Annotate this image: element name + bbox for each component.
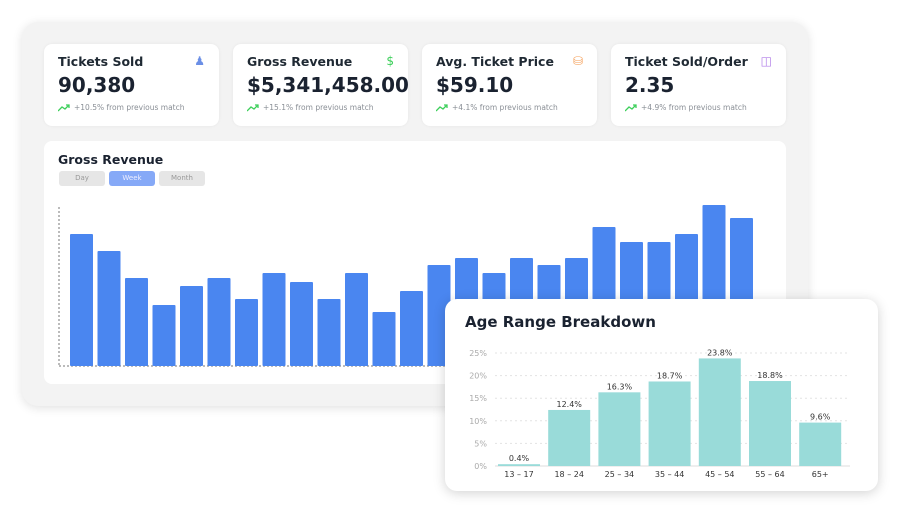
kpi-change: +4.9% from previous match	[641, 103, 747, 112]
x-tick-label: 25 – 34	[605, 470, 634, 479]
revenue-bar	[400, 291, 423, 366]
age-bar	[648, 381, 691, 466]
trend-up-icon	[58, 103, 70, 111]
gross-revenue-title: Gross Revenue	[58, 152, 164, 167]
data-label: 23.8%	[707, 348, 733, 357]
kpi-title: Ticket Sold/Order	[625, 54, 748, 69]
period-month-button[interactable]: Month	[159, 171, 205, 186]
data-label: 18.8%	[757, 371, 783, 380]
period-week-button[interactable]: Week	[109, 171, 155, 186]
x-tick-label: 55 – 64	[755, 470, 784, 479]
x-tick-label: 35 – 44	[655, 470, 684, 479]
kpi-change: +4.1% from previous match	[452, 103, 558, 112]
revenue-bar	[70, 234, 93, 366]
data-label: 16.3%	[607, 382, 633, 391]
kpi-card: Avg. Ticket Price ⛁ $59.10 +4.1% from pr…	[422, 44, 597, 126]
kpi-change: +15.1% from previous match	[263, 103, 374, 112]
age-bar	[598, 392, 641, 466]
data-label: 12.4%	[556, 400, 582, 409]
x-tick-label: 65+	[812, 470, 829, 479]
revenue-bar	[207, 278, 231, 366]
data-label: 9.6%	[810, 413, 831, 422]
kpi-title: Avg. Ticket Price	[436, 54, 554, 69]
revenue-bar	[345, 273, 368, 366]
data-label: 18.7%	[657, 371, 683, 380]
age-range-title: Age Range Breakdown	[465, 313, 656, 331]
x-tick-label: 45 – 54	[705, 470, 734, 479]
age-bar	[498, 464, 540, 466]
revenue-bar	[262, 273, 286, 366]
y-tick-label: 15%	[469, 394, 487, 403]
age-range-chart: 0% 5% 10% 15% 20% 25% 0.4% 13 – 17 12.4% 18 – 24 1…	[469, 348, 850, 479]
y-tick-label: 10%	[469, 417, 487, 426]
age-bar	[698, 358, 741, 466]
revenue-bar	[97, 251, 121, 366]
kpi-card: Ticket Sold/Order ◫ 2.35 +4.9% from prev…	[611, 44, 786, 126]
age-bar	[749, 381, 791, 466]
revenue-bar	[372, 312, 396, 366]
y-tick-label: 20%	[469, 372, 487, 381]
trend-up-icon	[247, 103, 259, 111]
basket-icon: ◫	[760, 54, 772, 68]
age-bar	[548, 409, 591, 466]
x-tick-label: 18 – 24	[554, 470, 583, 479]
revenue-bar	[317, 299, 341, 366]
revenue-bar	[125, 278, 148, 366]
data-label: 0.4%	[509, 454, 530, 463]
y-tick-label: 0%	[474, 462, 487, 471]
revenue-bar	[427, 265, 451, 366]
kpi-title: Tickets Sold	[58, 54, 144, 69]
trend-up-icon	[625, 103, 637, 111]
kpi-card: Tickets Sold ♟ 90,380 +10.5% from previo…	[44, 44, 219, 126]
revenue-bar	[290, 282, 313, 366]
age-range-card: Age Range Breakdown 0% 5% 10% 15% 20% 25% 0.4%…	[445, 299, 878, 491]
kpi-value: $59.10	[436, 73, 514, 97]
revenue-bar	[152, 305, 176, 366]
kpi-value: 90,380	[58, 73, 136, 97]
age-bar	[799, 422, 842, 466]
kpi-card: Gross Revenue $ $5,341,458.00 +15.1% fro…	[233, 44, 409, 126]
y-tick-label: 5%	[474, 439, 487, 448]
y-tick-label: 25%	[469, 349, 487, 358]
trend-up-icon	[436, 103, 448, 111]
revenue-bar	[180, 286, 203, 366]
kpi-title: Gross Revenue	[247, 54, 353, 69]
period-day-button[interactable]: Day	[59, 171, 105, 186]
kpi-change: +10.5% from previous match	[74, 103, 185, 112]
kpi-value: 2.35	[625, 73, 675, 97]
users-icon: ♟	[194, 54, 205, 68]
kpi-value: $5,341,458.00	[247, 73, 409, 97]
dollar-icon: $	[386, 54, 394, 68]
revenue-bar	[235, 299, 258, 366]
x-tick-label: 13 – 17	[504, 470, 533, 479]
coins-icon: ⛁	[572, 54, 583, 68]
